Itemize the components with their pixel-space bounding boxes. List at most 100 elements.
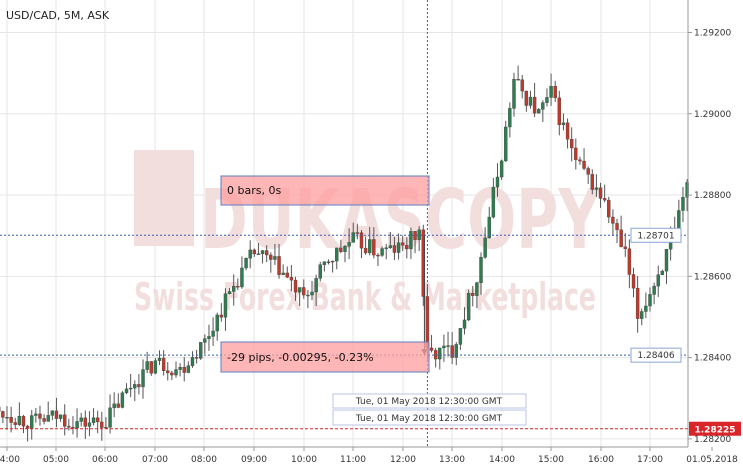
candle-body-down — [21, 416, 26, 427]
candle-body-up — [108, 407, 112, 428]
candle-body-down — [615, 223, 619, 230]
candle-body-up — [664, 248, 669, 272]
candle-body-up — [462, 319, 467, 329]
x-tick-label: 13:00 — [439, 455, 465, 465]
candle-body-up — [30, 415, 34, 429]
candle-body-up — [491, 186, 496, 218]
candle-body-up — [409, 231, 413, 250]
candle-body-up — [199, 342, 203, 359]
candle-body-up — [5, 417, 9, 419]
x-tick-label: 17:00 — [637, 455, 663, 465]
candle-body-up — [133, 384, 137, 389]
candle-body-down — [363, 247, 368, 254]
candle-body-up — [656, 274, 660, 287]
candle-body-down — [565, 122, 570, 140]
candle-body-up — [207, 336, 211, 339]
x-tick-label: 12:00 — [390, 455, 416, 465]
candle-body-down — [520, 79, 524, 92]
candle-body-down — [516, 78, 520, 81]
candle-body-up — [594, 187, 599, 190]
candle-body-down — [67, 426, 71, 428]
candle-body-up — [281, 272, 285, 275]
candle-body-down — [83, 417, 88, 427]
candle-body-up — [227, 291, 232, 294]
candle-body-down — [635, 287, 640, 319]
candle-body-down — [602, 198, 607, 201]
candle-body-down — [63, 414, 67, 427]
candle-body-up — [644, 305, 648, 312]
candle-body-down — [524, 90, 529, 106]
y-tick-label: 1.28400 — [694, 354, 731, 364]
candle-body-down — [236, 285, 240, 288]
candle-body-up — [417, 229, 421, 240]
candle-body-up — [153, 360, 158, 374]
candle-body-up — [178, 367, 182, 370]
candle-body-up — [75, 421, 79, 429]
candle-body-down — [42, 418, 46, 422]
candle-body-up — [215, 314, 219, 332]
candle-body-up — [120, 392, 125, 408]
candle-body-up — [541, 102, 545, 110]
candle-body-up — [660, 270, 665, 275]
candle-body-up — [347, 242, 351, 247]
candle-body-down — [285, 272, 289, 278]
candle-body-down — [557, 97, 562, 125]
candle-body-down — [326, 261, 331, 264]
candle-body-up — [504, 126, 508, 162]
candle-body-up — [318, 264, 322, 279]
price-tag-label: 1.28701 — [637, 231, 674, 241]
candle-body-up — [112, 403, 116, 409]
candle-body-down — [553, 85, 557, 99]
candle-body-down — [631, 274, 636, 289]
candle-body-up — [335, 247, 339, 262]
candle-body-up — [677, 210, 681, 231]
candle-body-up — [454, 344, 458, 358]
candle-body-up — [685, 182, 689, 198]
candle-body-up — [648, 294, 652, 307]
current-price-tag — [689, 421, 741, 436]
candle-body-down — [13, 422, 17, 425]
x-tick-label: 06:00 — [92, 455, 118, 465]
candle-body-down — [339, 247, 343, 252]
candle-body-up — [512, 78, 516, 109]
overlays: 0 bars, 0s -29 pips, -0.00295, -0.23% 1.28… — [0, 0, 741, 447]
candle-body-up — [34, 413, 38, 416]
candle-body-up — [190, 357, 195, 366]
candle-body-down — [264, 250, 269, 256]
y-tick-label: 1.28600 — [694, 272, 731, 282]
x-tick-label: 08:00 — [191, 455, 217, 465]
candle-body-down — [359, 232, 364, 249]
candle-body-down — [471, 293, 475, 296]
candle-body-up — [368, 239, 372, 254]
candle-body-up — [681, 197, 685, 211]
candle-body-up — [549, 85, 553, 98]
candle-body-down — [372, 239, 376, 256]
candle-body-up — [87, 422, 92, 427]
candle-body-down — [582, 160, 586, 169]
candle-body-down — [355, 232, 360, 234]
current-price-label: 1.28225 — [695, 426, 736, 436]
candle-body-down — [252, 249, 257, 255]
candle-body-down — [161, 357, 166, 371]
candle-body-down — [277, 256, 281, 275]
measure-top-label: 0 bars, 0s — [227, 184, 281, 197]
candle-body-down — [219, 314, 224, 318]
candle-body-up — [186, 365, 191, 373]
candle-body-down — [100, 421, 104, 428]
candle-body-down — [392, 245, 397, 253]
candle-body-down — [1, 411, 5, 418]
candle-body-up — [330, 260, 335, 263]
candle-body-up — [561, 122, 566, 125]
date-readout-2: Tue, 01 May 2018 12:30:00 GMT — [355, 414, 503, 424]
y-tick-label: 1.29000 — [694, 110, 731, 120]
candle-body-up — [50, 410, 55, 416]
candle-body-up — [248, 249, 252, 259]
candle-body-down — [450, 345, 454, 358]
x-tick-label: 16:00 — [588, 455, 614, 465]
candle-body-down — [9, 417, 13, 423]
